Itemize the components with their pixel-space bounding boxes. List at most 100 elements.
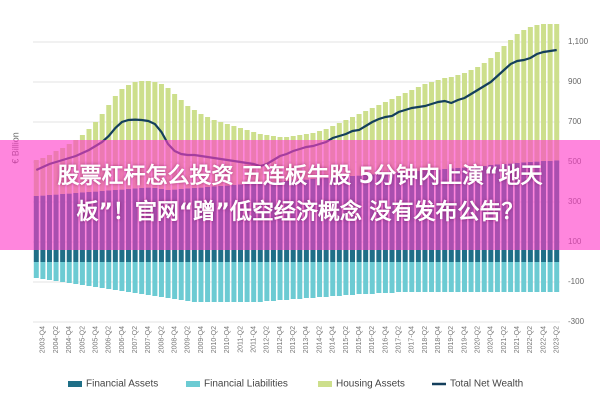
x-tick-label: 2022-Q2	[527, 326, 534, 353]
x-tick-label: 2013-Q2	[290, 326, 297, 353]
bar	[422, 84, 428, 171]
bar	[415, 87, 421, 171]
legend-label: Total Net Wealth	[450, 379, 523, 390]
x-tick-label: 2009-Q4	[198, 326, 205, 353]
bar	[455, 75, 461, 168]
bar	[382, 262, 388, 293]
y-tick-label: 900	[568, 77, 582, 86]
bar	[481, 262, 487, 292]
bar	[303, 262, 309, 298]
bar	[290, 262, 296, 299]
bar	[481, 63, 487, 166]
x-tick-label: 2012-Q4	[277, 326, 284, 353]
bar	[508, 262, 514, 292]
bar	[317, 262, 323, 297]
x-tick-label: 2018-Q2	[422, 326, 429, 353]
bar	[126, 85, 132, 189]
x-tick-label: 2012-Q2	[264, 326, 271, 353]
legend-marker	[68, 381, 82, 387]
bar	[442, 78, 448, 169]
bar	[106, 262, 112, 289]
bar	[152, 82, 158, 188]
bar	[60, 262, 66, 282]
x-tick-label: 2006-Q2	[106, 326, 113, 353]
banner-line: 板”！官网“蹭”低空经济概念 没有发布公告？	[76, 200, 524, 225]
bar	[323, 262, 329, 297]
bar	[409, 262, 415, 292]
bar	[132, 82, 138, 189]
bar	[238, 262, 244, 302]
x-tick-label: 2005-Q4	[92, 326, 99, 353]
bar	[442, 262, 448, 292]
x-tick-label: 2004-Q2	[53, 326, 60, 353]
bar	[93, 262, 99, 287]
bar	[343, 262, 349, 295]
x-tick-label: 2020-Q4	[488, 326, 495, 353]
x-tick-label: 2015-Q4	[356, 326, 363, 353]
bar	[46, 262, 52, 280]
y-tick-label: -300	[568, 317, 585, 326]
bar	[435, 80, 441, 170]
bar	[139, 262, 145, 294]
bar	[336, 262, 342, 296]
x-tick-label: 2019-Q2	[448, 326, 455, 353]
bar	[389, 262, 395, 293]
x-tick-label: 2017-Q2	[395, 326, 402, 353]
bar	[435, 262, 441, 292]
bar	[86, 262, 92, 286]
bar	[257, 262, 263, 302]
bar	[547, 262, 553, 292]
bar	[389, 99, 395, 173]
bar	[541, 24, 547, 161]
legend-marker	[318, 381, 332, 387]
bar	[448, 77, 454, 169]
bar	[53, 262, 59, 281]
bar	[119, 262, 125, 291]
x-tick-label: 2016-Q4	[382, 326, 389, 353]
bar	[145, 81, 151, 188]
x-tick-label: 2007-Q4	[145, 326, 152, 353]
bar	[363, 262, 369, 294]
bar	[165, 88, 171, 190]
bar	[376, 262, 382, 293]
x-tick-label: 2021-Q2	[501, 326, 508, 353]
legend-label: Financial Assets	[86, 379, 158, 390]
x-tick-label: 2011-Q2	[237, 326, 244, 353]
bar	[514, 262, 520, 292]
bar	[521, 262, 527, 292]
bar	[73, 262, 79, 284]
bar	[488, 262, 494, 292]
x-tick-label: 2009-Q2	[185, 326, 192, 353]
banner: 股票杠杆怎么投资 五连板牛股 5分钟内上演“地天 板”！官网“蹭”低空经济概念 …	[0, 140, 600, 250]
bar	[132, 262, 138, 293]
y-tick-label: 1,100	[568, 37, 589, 46]
bar	[158, 84, 164, 189]
x-tick-label: 2021-Q4	[514, 326, 521, 353]
x-tick-label: 2017-Q4	[409, 326, 416, 353]
bar	[145, 262, 151, 295]
bar	[66, 262, 72, 283]
bar	[178, 262, 184, 300]
x-tick-label: 2023-Q2	[554, 326, 561, 353]
x-tick-label: 2014-Q4	[330, 326, 337, 353]
bar	[264, 262, 270, 301]
x-tick-label: 2007-Q2	[132, 326, 139, 353]
bar	[376, 105, 382, 174]
bar	[152, 262, 158, 296]
bar	[224, 262, 230, 302]
bar	[461, 73, 467, 168]
bar	[514, 34, 520, 163]
x-tick-label: 2008-Q4	[171, 326, 178, 353]
bar	[488, 58, 494, 165]
bar	[429, 262, 435, 292]
bar	[468, 262, 474, 292]
bar	[429, 82, 435, 170]
bar	[534, 25, 540, 162]
bar	[494, 262, 500, 292]
bar	[297, 262, 303, 299]
bar	[382, 102, 388, 174]
x-tick-label: 2011-Q4	[251, 326, 258, 353]
x-tick-label: 2020-Q2	[475, 326, 482, 353]
x-tick-label: 2019-Q4	[461, 326, 468, 353]
